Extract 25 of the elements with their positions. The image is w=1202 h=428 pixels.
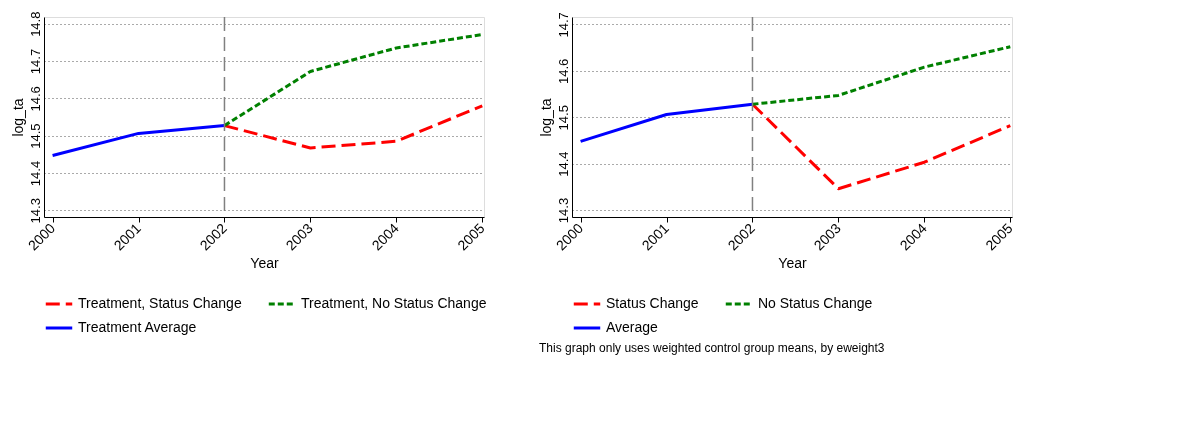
y-axis-title: log_ta [537, 98, 554, 137]
legend-label: Treatment, Status Change [78, 295, 242, 311]
y-tick-label: 14.7 [27, 48, 43, 75]
legend-label: No Status Change [758, 295, 873, 311]
legend-label: Average [606, 319, 659, 335]
legend-label: Treatment, No Status Change [301, 295, 487, 311]
y-tick-label: 14.5 [27, 123, 43, 149]
line-series [750, 102, 1012, 191]
line-series [750, 45, 1012, 106]
legend-label: Treatment Average [78, 319, 197, 335]
y-tick-label: 14.8 [27, 11, 43, 37]
x-axis-title: Year [250, 255, 279, 272]
y-tick-label: 14.4 [555, 151, 571, 177]
y-tick-label: 14.3 [27, 198, 43, 224]
y-tick-label: 14.6 [555, 58, 571, 84]
x-axis-title: Year [778, 255, 807, 272]
y-tick-label: 14.3 [555, 197, 571, 224]
legend-label: Status Change [606, 295, 699, 311]
y-tick-label: 14.6 [27, 86, 43, 112]
line-series [222, 33, 484, 128]
y-tick-label: 14.4 [27, 160, 43, 187]
y-tick-label: 14.7 [555, 12, 571, 38]
y-axis-title: log_ta [9, 98, 26, 137]
y-tick-label: 14.5 [555, 105, 571, 131]
text: This graph only uses weighted control group means, by eweight3 [539, 341, 885, 355]
